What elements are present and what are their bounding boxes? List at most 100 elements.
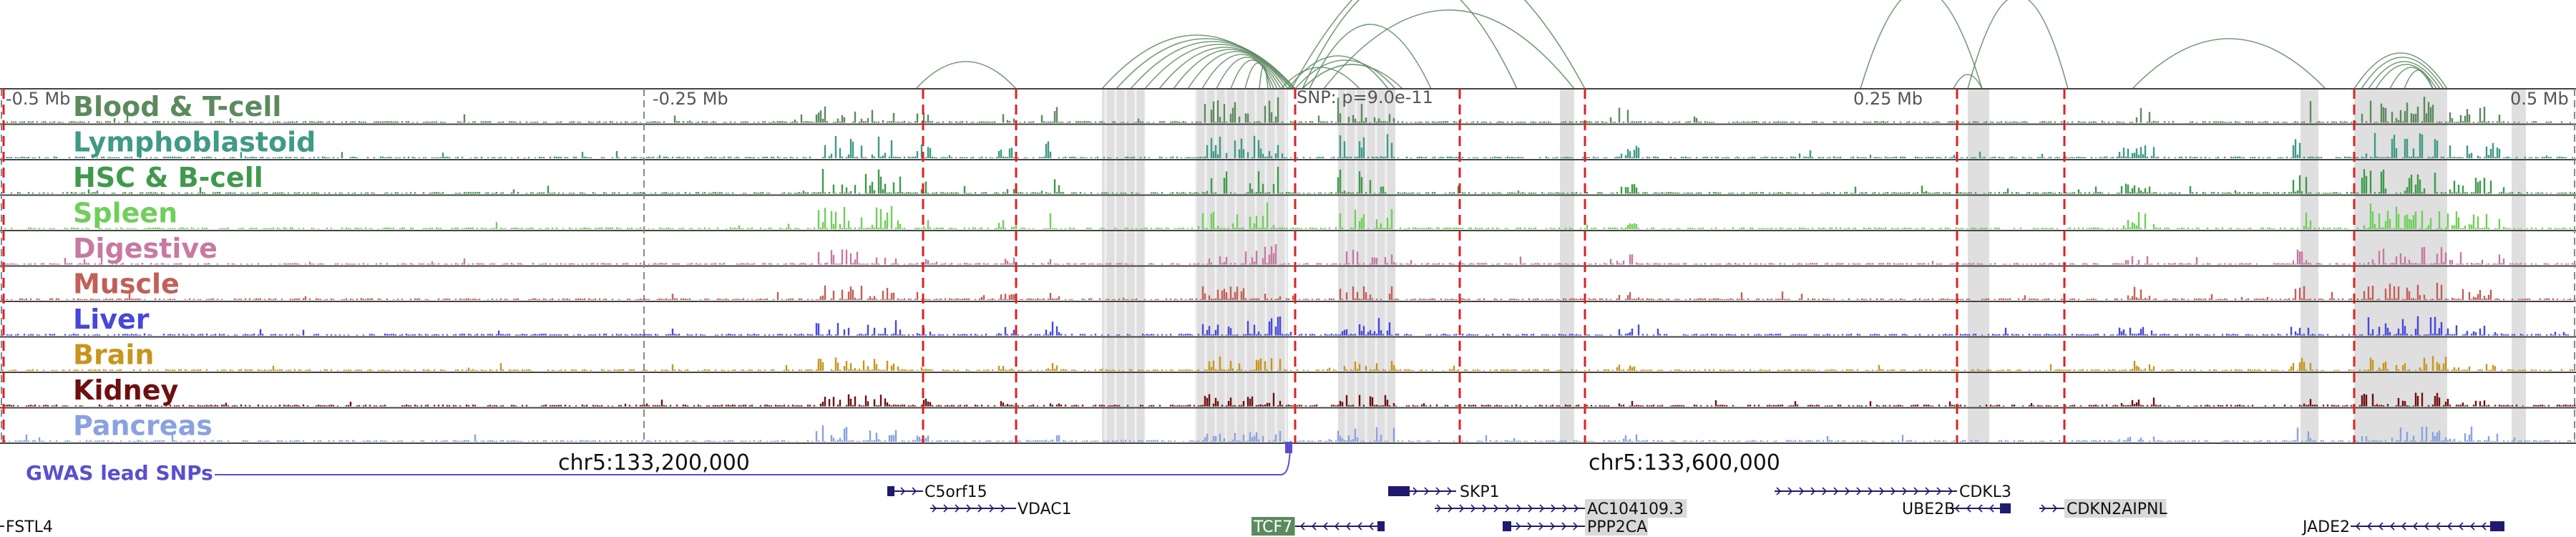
chromatin-loop xyxy=(1244,62,1272,90)
chromatin-loop xyxy=(1294,59,1396,90)
chromatin-loop xyxy=(1302,0,1518,90)
gene-strand-arrow xyxy=(1413,487,1418,495)
gene-strand-arrow xyxy=(900,487,906,495)
track-label: Brain xyxy=(73,339,154,371)
gene-strand-arrow xyxy=(2458,522,2464,531)
gene-strand-arrow xyxy=(977,504,983,513)
gene-track: FSTL4 C5orf15 VDAC1 TCF7 SKP1 AC104109.3PPP2C… xyxy=(0,483,2504,536)
chromatin-loop xyxy=(1302,64,1403,90)
chromatin-loop xyxy=(2375,64,2437,90)
gene-exon xyxy=(1388,486,1410,496)
gwas-label: GWAS lead SNPs xyxy=(26,461,213,485)
gene-strand-arrow xyxy=(1913,487,1919,495)
gene-strand-arrow xyxy=(1539,504,1545,513)
gene-label-highlight xyxy=(2064,499,2167,518)
chromatin-loop xyxy=(1309,24,1432,90)
track-signal xyxy=(1,243,2576,265)
gene-label-highlight xyxy=(1585,517,1648,536)
chromatin-loop xyxy=(1953,74,1983,90)
gene-strand-arrow xyxy=(1516,504,1522,513)
track-label: Pancreas xyxy=(73,410,213,442)
gene-strand-arrow xyxy=(1833,487,1839,495)
gene-strand-arrow xyxy=(1948,487,1953,495)
gene-exon xyxy=(1377,521,1385,531)
chromatin-loop xyxy=(1201,54,1282,90)
gene-label: JADE2 xyxy=(2301,518,2350,536)
track-label: Liver xyxy=(73,304,150,335)
chromatin-loop xyxy=(1860,0,1983,90)
gene-strand-arrow xyxy=(1435,487,1441,495)
chromatin-loop xyxy=(1230,59,1274,90)
chromatin-loop xyxy=(1291,0,1586,90)
ruler-label-right: 0.5 Mb xyxy=(2510,89,2569,109)
chromatin-loop xyxy=(2389,67,2434,90)
track-label: Lymphoblastoid xyxy=(73,127,316,158)
gene-strand-arrow xyxy=(1989,504,1994,513)
gene-strand-arrow xyxy=(932,504,937,513)
red-marker-lines xyxy=(2,89,2356,443)
gene-strand-arrow xyxy=(1902,487,1908,495)
track-frame xyxy=(0,88,2576,444)
gene-strand-arrow xyxy=(1574,504,1579,513)
track-signal xyxy=(4,202,2576,229)
gene-strand-arrow xyxy=(1493,504,1499,513)
track-signal xyxy=(6,97,2572,123)
track-signal xyxy=(1,425,2576,442)
gene-strand-arrow xyxy=(1925,487,1931,495)
gene-label: SKP1 xyxy=(1460,483,1500,501)
gene-exon xyxy=(887,486,894,496)
gene-strand-arrow xyxy=(1954,504,1960,513)
gene-strand-arrow xyxy=(966,504,972,513)
gene-strand-arrow xyxy=(1368,522,1374,531)
gene-strand-arrow xyxy=(1936,487,1942,495)
chromatin-loops xyxy=(915,0,2448,90)
gene-strand-arrow xyxy=(1357,522,1362,531)
gwas-connector xyxy=(215,442,1292,475)
gene-strand-arrow xyxy=(1799,487,1805,495)
chromatin-loop xyxy=(2368,61,2441,90)
gene-strand-arrow xyxy=(1322,522,1328,531)
chromatin-loop xyxy=(1287,55,1389,90)
gene-label: PPP2CA xyxy=(1587,518,1647,536)
gene-strand-arrow xyxy=(1345,522,1351,531)
gene-strand-arrow xyxy=(1810,487,1816,495)
gene-strand-arrow xyxy=(1447,487,1453,495)
gene-strand-arrow xyxy=(1890,487,1896,495)
gene-strand-arrow xyxy=(2355,522,2361,531)
gene-label: VDAC1 xyxy=(1018,500,1072,518)
track-label: HSC & B-cell xyxy=(73,162,263,193)
gene-strand-arrow xyxy=(1822,487,1828,495)
gene-strand-arrow xyxy=(1516,522,1521,531)
gene-strand-arrow xyxy=(2389,522,2395,531)
gene-label: AC104109.3 xyxy=(1587,500,1684,518)
gene-strand-arrow xyxy=(1787,487,1793,495)
gene-strand-arrow xyxy=(2412,522,2418,531)
gene-label: UBE2B xyxy=(1902,500,1955,518)
track-signal xyxy=(6,132,2574,158)
track-signal xyxy=(10,167,2576,194)
gene-strand-arrow xyxy=(2469,522,2475,531)
gene-exon xyxy=(2000,503,2011,513)
chromatin-loop xyxy=(915,61,1017,90)
gene-strand-arrow xyxy=(1879,487,1885,495)
ruler-label-left-mid: -0.25 Mb xyxy=(653,89,728,109)
chromatin-loop xyxy=(1173,49,1289,90)
snp-pvalue-label: SNP: p=9.0e-11 xyxy=(1297,87,1433,107)
chromatin-loop xyxy=(1187,51,1285,90)
chromatin-loop xyxy=(2353,52,2448,90)
track-label: Muscle xyxy=(73,268,180,300)
gene-strand-arrow xyxy=(1505,504,1511,513)
gene-strand-arrow xyxy=(989,504,995,513)
gene-strand-arrow xyxy=(1551,504,1556,513)
gene-strand-arrow xyxy=(1311,522,1317,531)
chromatin-loop xyxy=(1967,0,2069,90)
gene-strand-arrow xyxy=(2401,522,2406,531)
gene-strand-arrow xyxy=(943,504,949,513)
chromatin-loop xyxy=(2361,57,2444,90)
gene-label: TCF7 xyxy=(1253,518,1292,536)
chromatin-loop xyxy=(1216,57,1278,90)
coordinate-label-left: chr5:133,200,000 xyxy=(558,450,750,475)
gene-label-highlight xyxy=(1585,499,1687,518)
